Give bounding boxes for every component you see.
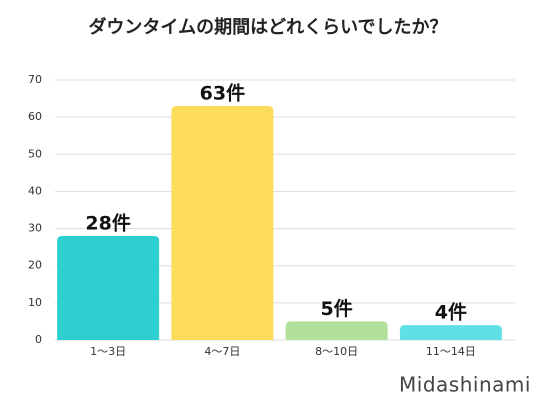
- y-tick-label: 0: [35, 333, 42, 346]
- y-tick-label: 30: [28, 222, 42, 235]
- x-tick-label: 8〜10日: [315, 345, 358, 358]
- bar: [171, 106, 274, 340]
- y-tick-label: 40: [28, 184, 42, 197]
- y-tick-label: 70: [28, 73, 42, 86]
- y-tick-label: 20: [28, 259, 42, 272]
- value-label: 4件: [435, 301, 467, 324]
- bar: [57, 236, 160, 340]
- bar: [285, 321, 388, 340]
- chart-title: ダウンタイムの期間はどれくらいでしたか？: [88, 16, 447, 38]
- value-label: 5件: [321, 297, 353, 320]
- x-tick-label: 4〜7日: [204, 345, 240, 358]
- watermark: Midashinami: [399, 373, 531, 397]
- bar: [399, 325, 502, 340]
- value-label: 28件: [85, 212, 130, 235]
- x-tick-label: 11〜14日: [426, 345, 476, 358]
- x-tick-label: 1〜3日: [90, 345, 126, 358]
- y-tick-label: 10: [28, 296, 42, 309]
- value-label: 63件: [200, 82, 245, 105]
- y-tick-label: 60: [28, 110, 42, 123]
- y-tick-label: 50: [28, 147, 42, 160]
